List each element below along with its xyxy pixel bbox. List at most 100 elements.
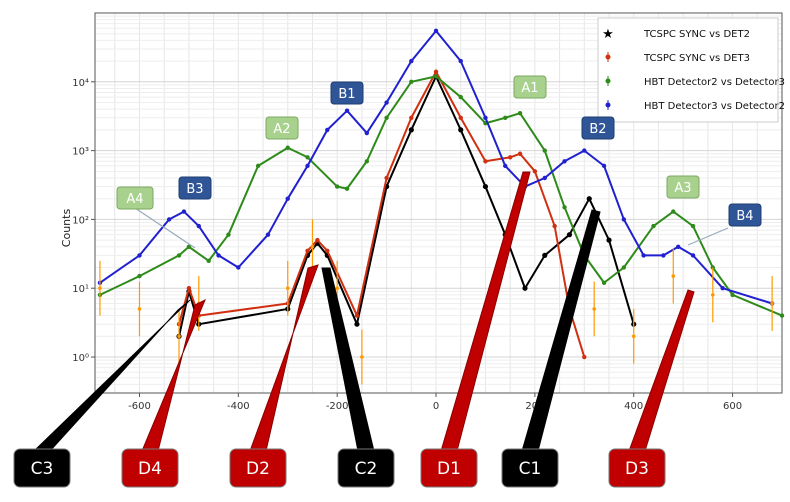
annotation-label: B1 (338, 87, 355, 102)
callout-box (13, 448, 71, 488)
data-point (770, 301, 774, 306)
data-point (586, 196, 592, 202)
callout-pointer (249, 264, 319, 452)
y-tick-label: 10¹ (72, 284, 89, 295)
data-point (562, 205, 567, 210)
legend-label: HBT Detector2 vs Detector3 (644, 77, 785, 88)
data-point (779, 313, 785, 318)
data-point (236, 265, 241, 270)
data-point (710, 265, 716, 270)
data-point (325, 127, 330, 133)
data-point (606, 237, 612, 243)
legend-label: HBT Detector3 vs Detector2 (644, 101, 785, 112)
y-tick-label: 10⁰ (72, 353, 89, 364)
data-point (483, 159, 488, 164)
annotation-label: A1 (521, 81, 538, 96)
annotation-pointer (687, 227, 729, 246)
data-point (562, 159, 567, 164)
callout-label: D4 (138, 459, 162, 479)
series-4 (98, 219, 774, 385)
x-tick-label: 400 (624, 401, 643, 412)
data-point (621, 217, 627, 222)
data-point (433, 69, 439, 74)
data-point (671, 209, 676, 214)
data-point (458, 58, 463, 64)
annotation-box (513, 75, 547, 99)
data-point (542, 175, 547, 181)
data-point (137, 253, 142, 258)
callout-label: D3 (625, 459, 649, 479)
data-point (177, 334, 181, 339)
callout-box (337, 448, 395, 488)
data-point (181, 209, 187, 214)
data-point (98, 286, 102, 291)
data-point (552, 223, 557, 229)
data-point (582, 148, 587, 153)
data-point (310, 244, 315, 249)
data-point (730, 292, 735, 298)
data-point (503, 115, 508, 120)
series-line (178, 75, 635, 337)
data-point (503, 163, 508, 169)
legend-box (597, 17, 779, 123)
data-point (137, 307, 142, 311)
data-point (409, 79, 414, 85)
data-point (711, 293, 715, 297)
annotation-box (666, 175, 700, 199)
x-tick-label: -400 (227, 401, 250, 412)
callout-pointer (32, 299, 191, 452)
legend: ★ TCSPC SYNC vs DET2 TCSPC SYNC vs DET3 HBT… (597, 17, 785, 123)
callout-label: C2 (355, 459, 378, 479)
plot-frame (94, 12, 783, 394)
legend-marker: ★ (602, 27, 614, 42)
callout-pointer (628, 289, 695, 452)
data-point (305, 163, 310, 169)
data-point (542, 252, 548, 258)
data-point (216, 253, 221, 258)
y-tick-label: 10⁴ (72, 78, 89, 89)
data-point (364, 130, 370, 136)
y-axis: 10⁰ 10¹ 10² 10³ 10⁴ (72, 78, 95, 364)
callout-box (501, 448, 559, 488)
data-point (285, 196, 290, 201)
data-point (335, 286, 339, 291)
data-point (690, 253, 696, 258)
data-point (176, 253, 182, 258)
data-point (285, 145, 290, 150)
data-point (482, 183, 489, 190)
data-point (507, 155, 513, 160)
data-point (305, 248, 310, 253)
series-group (97, 28, 785, 385)
callout-label: D2 (246, 459, 270, 479)
callout-box (420, 448, 478, 488)
callout-pointer (141, 298, 206, 452)
data-point (354, 321, 360, 327)
data-point (458, 127, 464, 133)
callout-label: C1 (519, 459, 542, 479)
data-point (166, 217, 172, 222)
annotation-label: B3 (186, 182, 203, 197)
grid (95, 12, 783, 394)
data-point (641, 253, 646, 258)
data-point (325, 248, 330, 253)
series-line (99, 75, 783, 317)
annotation-pointer (134, 207, 196, 249)
data-point (676, 244, 681, 249)
legend-label: TCSPC SYNC vs DET2 (643, 29, 750, 40)
data-point (621, 265, 627, 270)
x-tick-label: -600 (128, 401, 151, 412)
data-point (409, 115, 414, 120)
data-point (542, 148, 547, 153)
legend-label: TCSPC SYNC vs DET3 (643, 53, 750, 64)
legend-marker (605, 78, 611, 84)
data-point (186, 286, 192, 291)
data-point (137, 273, 142, 279)
data-point (517, 110, 523, 116)
data-point (483, 115, 488, 120)
data-point (196, 223, 201, 229)
legend-marker (605, 54, 611, 60)
x-tick-label: 600 (723, 401, 742, 412)
data-point (651, 223, 656, 229)
callout-box (608, 448, 666, 488)
